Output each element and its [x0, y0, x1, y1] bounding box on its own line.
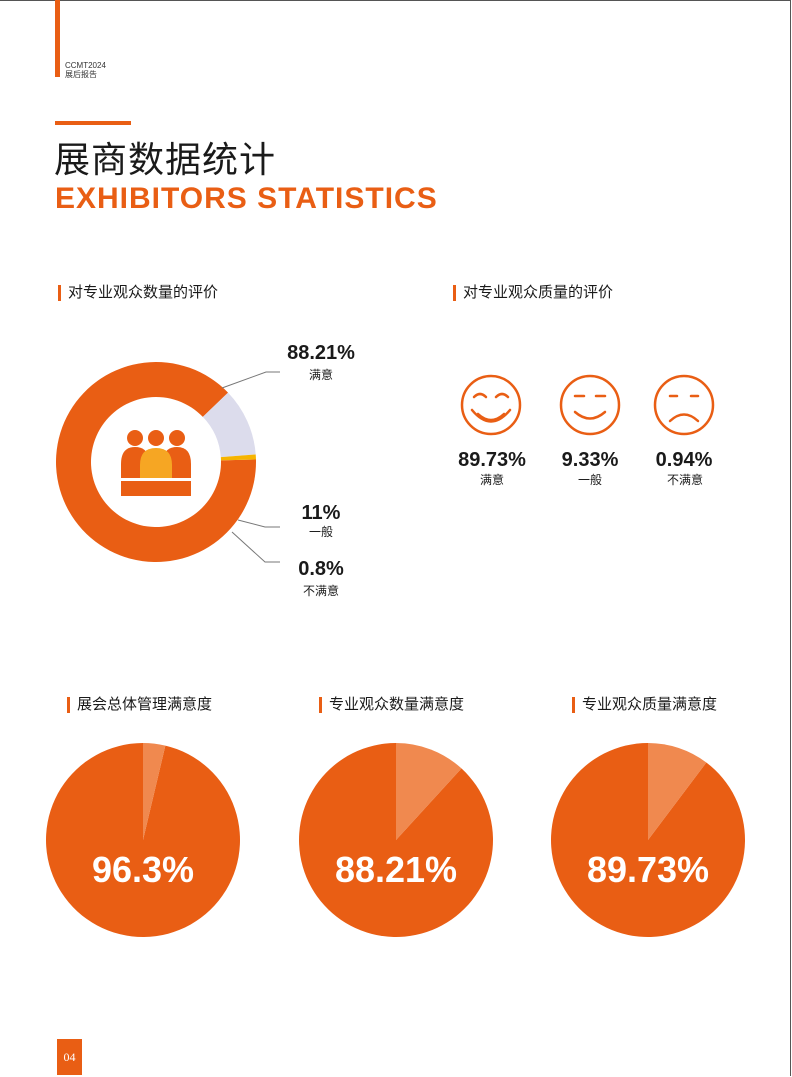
donut-value-satisfied: 88.21%: [287, 342, 355, 364]
section-marker: [319, 697, 322, 713]
donut-label-satisfied: 满意: [308, 368, 333, 382]
section-title-text: 对专业观众质量的评价: [463, 284, 614, 301]
audience-group-icon: [121, 430, 191, 496]
leader-line-satisfied: [221, 371, 280, 389]
donut-slice-average: [202, 392, 256, 458]
section-title-text: 展会总体管理满意度: [77, 696, 213, 713]
pie-slice-remainder-audience-quality: [648, 743, 707, 840]
title-accent-line: [55, 121, 131, 125]
section-title-overall-management: 展会总体管理满意度: [67, 696, 213, 714]
donut-label-unsatisfied: 不满意: [302, 584, 339, 598]
leader-line-average: [237, 519, 280, 528]
pie-value-label-audience-quantity: 88.21%: [335, 849, 457, 890]
donut-value-average: 11%: [301, 502, 341, 524]
page-number: 04: [57, 1039, 82, 1075]
pie-slice-remainder-audience-quantity: [396, 743, 462, 840]
section-title-quality-eval: 对专业观众质量的评价: [453, 284, 614, 302]
face-label-unsatisfied: 不满意: [666, 473, 703, 487]
header-report-name: 展后报告: [65, 70, 97, 79]
section-title-text: 专业观众数量满意度: [329, 696, 465, 713]
face-value-average: 9.33%: [561, 449, 619, 471]
section-title-quantity-eval: 对专业观众数量的评价: [58, 284, 219, 302]
pie-value-label-audience-quality: 89.73%: [587, 849, 709, 890]
section-marker: [58, 285, 61, 301]
donut-value-unsatisfied: 0.8%: [298, 558, 344, 580]
pie-slice-satisfied-audience-quantity: [299, 742, 494, 937]
donut-label-average: 一般: [308, 525, 333, 539]
face-value-satisfied: 89.73%: [458, 449, 526, 471]
pie-value-label-overall-management: 96.3%: [92, 849, 194, 890]
leader-line-unsatisfied: [231, 531, 280, 563]
section-marker: [67, 697, 70, 713]
section-marker: [453, 285, 456, 301]
face-label-average: 一般: [577, 473, 602, 487]
face-value-unsatisfied: 0.94%: [655, 449, 713, 471]
page-title-cn: 展商数据统计: [54, 139, 277, 180]
pie-slice-satisfied-overall-management: [46, 743, 241, 937]
donut-slice-satisfied: [55, 361, 256, 562]
face-label-satisfied: 满意: [479, 473, 504, 487]
header-accent-bar: [55, 0, 60, 77]
section-title-text: 专业观众质量满意度: [582, 696, 718, 713]
donut-slice-unsatisfied: [220, 454, 256, 461]
section-marker: [572, 697, 575, 713]
section-title-text: 对专业观众数量的评价: [68, 284, 219, 301]
header-event-code: CCMT2024: [65, 61, 106, 70]
section-title-audience-quality: 专业观众质量满意度: [572, 696, 718, 714]
section-title-audience-quantity: 专业观众数量满意度: [319, 696, 465, 714]
pie-slice-remainder-overall-management: [143, 743, 166, 840]
page-title-en: EXHIBITORS STATISTICS: [55, 182, 438, 215]
